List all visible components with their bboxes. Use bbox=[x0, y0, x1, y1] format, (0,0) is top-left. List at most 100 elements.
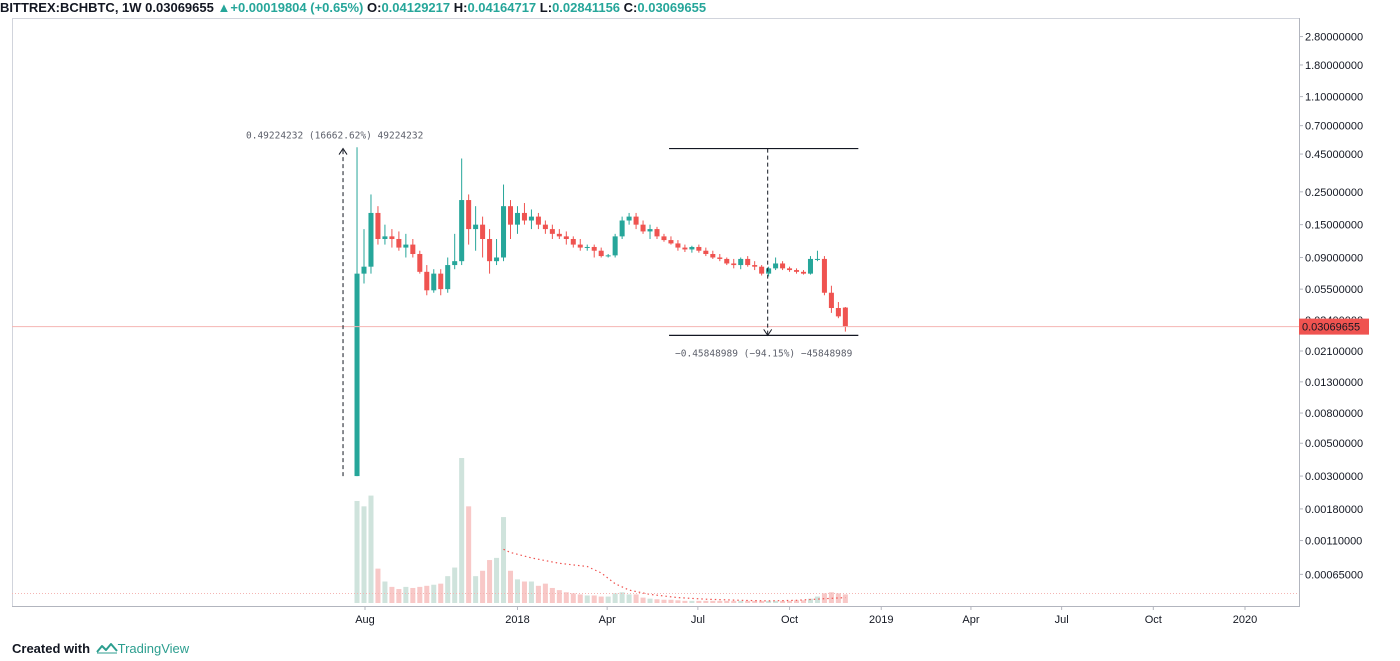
candle-body bbox=[682, 247, 688, 250]
volume-bar bbox=[598, 596, 604, 603]
y-tick-label: 0.02100000 bbox=[1305, 346, 1363, 358]
candle-body bbox=[710, 254, 716, 258]
y-axis: 2.80000000 1.80000000 1.10000000 0.70000000… bbox=[1299, 32, 1363, 581]
candle-body bbox=[466, 200, 472, 230]
volume-bar bbox=[480, 570, 486, 603]
symbol-title: BITTREX:BCHBTC, 1W bbox=[0, 0, 142, 15]
x-tick-label: Aug bbox=[355, 614, 375, 626]
volume-bar bbox=[507, 570, 514, 603]
volume-ma-line bbox=[12, 548, 1299, 602]
candles bbox=[354, 147, 848, 477]
volume-bar bbox=[487, 560, 493, 603]
open-label: O: bbox=[366, 0, 382, 15]
volume-bar bbox=[535, 585, 541, 603]
volume-bar bbox=[619, 592, 625, 603]
y-tick-label: 0.05500000 bbox=[1305, 284, 1363, 296]
volume-bar bbox=[389, 586, 395, 603]
volume-bar bbox=[473, 576, 479, 603]
volume-bar bbox=[396, 589, 402, 603]
candle-body bbox=[473, 224, 479, 230]
candle-body bbox=[487, 238, 493, 262]
candle-body bbox=[821, 258, 827, 293]
volume-bar bbox=[703, 600, 709, 603]
candle-body bbox=[619, 220, 625, 237]
candle-body bbox=[542, 224, 548, 230]
footer: Created with TradingView bbox=[12, 640, 189, 658]
volume-bar bbox=[717, 600, 723, 603]
volume-bar bbox=[794, 600, 800, 603]
volume-bar bbox=[514, 579, 520, 603]
candle-body bbox=[528, 216, 534, 221]
volume-bar bbox=[814, 596, 820, 603]
tradingview-link[interactable]: TradingView bbox=[117, 641, 190, 656]
y-tick-label: 0.00300000 bbox=[1305, 471, 1363, 483]
y-tick-label: 2.80000000 bbox=[1305, 32, 1363, 44]
volume-bar bbox=[800, 600, 807, 603]
y-tick-label: 0.00110000 bbox=[1305, 536, 1362, 548]
candle-body bbox=[556, 233, 562, 237]
volume-bar bbox=[501, 517, 507, 603]
candle-body bbox=[633, 216, 639, 225]
candle-body bbox=[431, 273, 437, 291]
candle-body bbox=[773, 263, 779, 269]
x-tick-label: 2018 bbox=[505, 614, 529, 626]
volume-ma-series bbox=[503, 548, 846, 602]
tradingview-logo-icon[interactable] bbox=[95, 642, 118, 654]
volume-bar bbox=[459, 458, 465, 603]
candle-body bbox=[696, 246, 702, 251]
volume-bar bbox=[542, 583, 548, 603]
volume-bar bbox=[842, 594, 848, 603]
volume-bar bbox=[556, 590, 562, 603]
y-tick-label: 0.00180000 bbox=[1305, 504, 1363, 516]
volume-bar bbox=[731, 600, 737, 603]
volume-bar bbox=[780, 600, 786, 603]
change-arrow-icon: ▲ bbox=[217, 0, 231, 15]
volume-bar bbox=[368, 495, 374, 603]
volume-bar bbox=[549, 587, 555, 603]
last-price: 0.03069655 bbox=[145, 0, 214, 15]
candle-body bbox=[738, 258, 744, 266]
x-tick-label: Apr bbox=[599, 614, 616, 626]
candle-body bbox=[389, 236, 395, 239]
volume-bar bbox=[410, 587, 416, 603]
candle-body bbox=[577, 244, 583, 248]
volume-bar bbox=[633, 594, 639, 603]
volume-bar bbox=[821, 593, 827, 603]
y-tick-label: 0.25000000 bbox=[1305, 187, 1363, 199]
plot-frame bbox=[12, 18, 1300, 607]
candle-body bbox=[445, 265, 451, 290]
volume-bar bbox=[675, 600, 681, 603]
candle-body bbox=[675, 243, 681, 248]
volume-bars bbox=[354, 458, 848, 603]
volume-bar bbox=[689, 600, 695, 603]
volume-bar bbox=[563, 592, 569, 603]
volume-bar bbox=[647, 598, 653, 603]
volume-bar bbox=[835, 593, 841, 603]
y-tick-label: 0.00800000 bbox=[1305, 408, 1363, 420]
measure-tools[interactable]: 0.49224232 (16662.62%) 49224232 −0.458489… bbox=[246, 131, 859, 477]
high-value: 0.04164717 bbox=[467, 0, 537, 15]
candle-body bbox=[382, 236, 388, 239]
x-tick-label: Jul bbox=[691, 614, 705, 626]
volume-bar bbox=[640, 597, 646, 603]
price-chart[interactable]: 2.80000000 1.80000000 1.10000000 0.70000000… bbox=[0, 0, 1400, 640]
volume-bar bbox=[584, 595, 590, 603]
volume-bar bbox=[807, 598, 813, 603]
candle-body bbox=[807, 258, 813, 274]
candle-body bbox=[828, 292, 834, 309]
volume-bar bbox=[354, 500, 360, 603]
volume-bar bbox=[528, 581, 534, 603]
volume-bar bbox=[417, 586, 423, 603]
volume-bar bbox=[431, 584, 437, 603]
candle-body bbox=[689, 246, 695, 250]
candle-body bbox=[668, 240, 674, 244]
volume-bar bbox=[828, 592, 834, 603]
candle-body bbox=[787, 268, 793, 271]
candle-body bbox=[766, 268, 772, 274]
candle-body bbox=[570, 238, 576, 245]
volume-bar bbox=[494, 557, 500, 603]
volume-bar bbox=[466, 506, 472, 603]
volume-bar bbox=[452, 567, 458, 603]
candle-body bbox=[640, 224, 646, 232]
y-tick-label: 0.45000000 bbox=[1305, 149, 1363, 161]
